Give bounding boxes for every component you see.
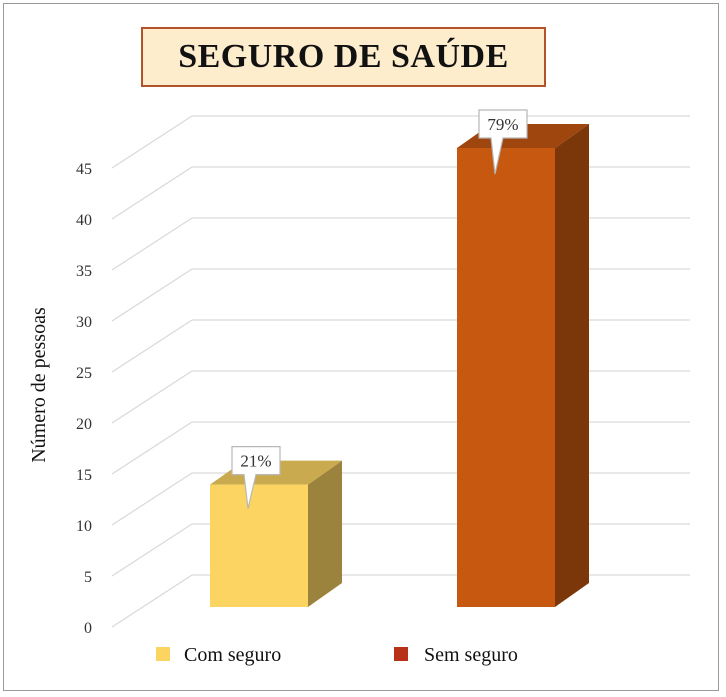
y-tick-label: 5 bbox=[84, 569, 92, 586]
gridline-depth bbox=[111, 217, 193, 271]
legend-label: Com seguro bbox=[184, 644, 281, 666]
gridline-depth bbox=[111, 472, 193, 526]
y-tick-label: 40 bbox=[76, 212, 92, 229]
data-label: 79% bbox=[487, 115, 518, 134]
legend-swatch bbox=[156, 647, 170, 661]
data-label: 21% bbox=[240, 452, 271, 471]
gridline-depth bbox=[111, 574, 193, 628]
gridline-depth bbox=[111, 523, 193, 577]
gridline-depth bbox=[111, 115, 193, 169]
gridline-depth bbox=[111, 319, 193, 373]
data-label-callout bbox=[478, 109, 528, 175]
bar-side bbox=[555, 124, 589, 607]
y-tick-label: 30 bbox=[76, 314, 92, 331]
legend-swatch bbox=[394, 647, 408, 661]
legend-label: Sem seguro bbox=[424, 644, 518, 666]
bar-side bbox=[308, 460, 342, 607]
chart-title: SEGURO DE SAÚDE bbox=[178, 38, 509, 75]
y-tick-label: 0 bbox=[84, 620, 92, 637]
gridline-depth bbox=[111, 370, 193, 424]
y-tick-label: 15 bbox=[76, 467, 92, 484]
gridline-depth bbox=[111, 166, 193, 220]
y-tick-label: 20 bbox=[76, 416, 92, 433]
data-label-callout bbox=[231, 446, 281, 509]
chart-frame: SEGURO DE SAÚDE bbox=[3, 3, 719, 691]
chart-title-box: SEGURO DE SAÚDE bbox=[141, 27, 546, 87]
gridline-depth bbox=[111, 421, 193, 475]
bar bbox=[457, 148, 555, 607]
y-tick-label: 45 bbox=[76, 161, 92, 178]
y-axis-label: Número de pessoas bbox=[28, 307, 50, 463]
y-tick-label: 35 bbox=[76, 263, 92, 280]
y-tick-label: 10 bbox=[76, 518, 92, 535]
gridline-depth bbox=[111, 268, 193, 322]
bar bbox=[210, 484, 308, 607]
y-tick-label: 25 bbox=[76, 365, 92, 382]
